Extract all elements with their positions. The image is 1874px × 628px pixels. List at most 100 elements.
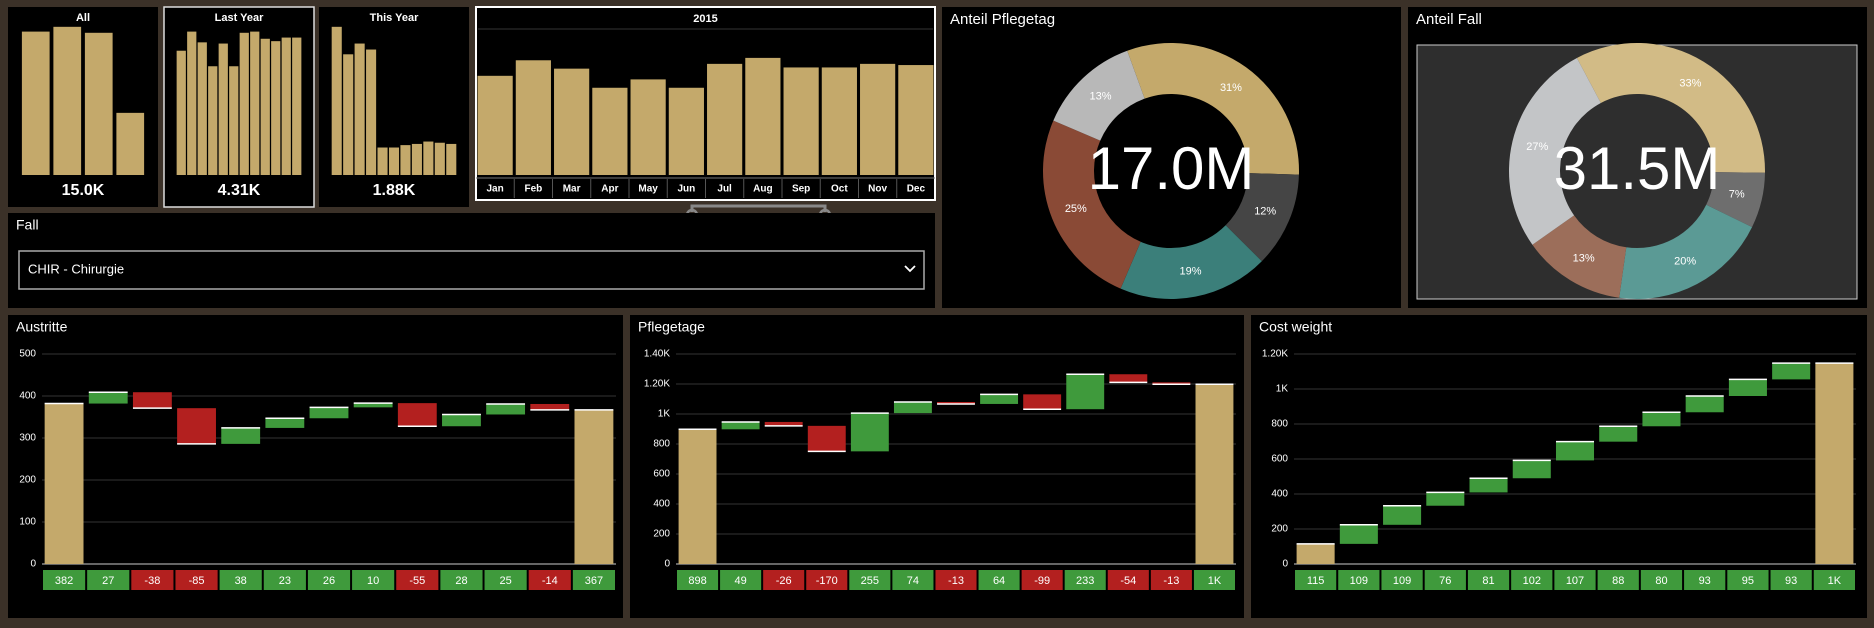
donut-segment[interactable]: [1706, 172, 1765, 228]
bar[interactable]: [177, 408, 216, 444]
bar[interactable]: [1815, 363, 1854, 564]
x-tick-label: Feb: [524, 184, 542, 195]
bar[interactable]: [1339, 524, 1378, 544]
bar[interactable]: [265, 418, 305, 428]
bar[interactable]: [821, 67, 857, 175]
donut-segment[interactable]: [1509, 57, 1601, 245]
chart-title: Austritte: [16, 319, 68, 335]
bar[interactable]: [309, 407, 349, 419]
data-label: 12%: [1254, 205, 1276, 217]
bar: [53, 26, 82, 175]
bar[interactable]: [592, 87, 628, 175]
bar[interactable]: [477, 75, 513, 175]
bar[interactable]: [1023, 394, 1062, 410]
label-box: [352, 570, 395, 590]
data-label: 27%: [1526, 141, 1548, 153]
bar[interactable]: [1469, 478, 1508, 493]
bar[interactable]: [530, 403, 570, 410]
bar[interactable]: [1685, 396, 1724, 413]
bar: [292, 37, 302, 176]
donut-segment[interactable]: [1225, 173, 1299, 262]
bar[interactable]: [1772, 363, 1811, 380]
y-tick-label: 1.40K: [644, 349, 670, 360]
bar[interactable]: [353, 403, 393, 408]
bar[interactable]: [860, 63, 896, 175]
data-label: -13: [1163, 575, 1179, 587]
bar[interactable]: [745, 57, 781, 175]
bar: [423, 141, 434, 175]
label-box: [849, 570, 891, 590]
y-tick-label: 600: [653, 469, 670, 480]
data-label: 80: [1655, 575, 1667, 587]
donut-segment[interactable]: [1619, 204, 1753, 299]
data-label: 64: [993, 575, 1005, 587]
selector-total: 15.0K: [62, 182, 105, 199]
donut-segment[interactable]: [1532, 215, 1627, 298]
data-label: -170: [816, 575, 838, 587]
bar[interactable]: [1296, 543, 1335, 564]
bar[interactable]: [1512, 460, 1551, 479]
label-box: [175, 570, 218, 590]
dropdown[interactable]: [18, 250, 925, 290]
bar[interactable]: [850, 413, 889, 452]
data-label: 74: [907, 575, 919, 587]
bar: [260, 38, 270, 175]
donut-segment[interactable]: [1120, 225, 1262, 299]
bar[interactable]: [678, 429, 717, 564]
donut-segment[interactable]: [1127, 43, 1299, 175]
bar: [400, 145, 411, 175]
x-tick-label: Apr: [601, 184, 618, 195]
bar[interactable]: [783, 67, 819, 175]
bar[interactable]: [1152, 382, 1191, 385]
x-tick-label: Nov: [868, 184, 887, 195]
bar[interactable]: [764, 421, 803, 426]
donut-segment[interactable]: [1043, 120, 1141, 289]
panel: [163, 6, 315, 208]
bar[interactable]: [980, 394, 1019, 404]
donut-segment[interactable]: [1576, 42, 1766, 173]
bar: [331, 26, 342, 175]
bar[interactable]: [1599, 426, 1638, 442]
bar[interactable]: [630, 79, 666, 175]
bar[interactable]: [1066, 374, 1105, 410]
bar[interactable]: [486, 403, 526, 415]
bar[interactable]: [937, 402, 975, 404]
bar[interactable]: [554, 68, 590, 175]
dropdown-value[interactable]: CHIR - Chirurgie: [28, 261, 124, 276]
bar[interactable]: [44, 403, 84, 564]
x-tick-label: Sep: [792, 184, 810, 195]
donut-segment[interactable]: [1053, 50, 1145, 141]
bar[interactable]: [397, 403, 437, 427]
bar[interactable]: [88, 392, 128, 404]
selector-title[interactable]: Last Year: [215, 12, 264, 24]
data-label: 233: [1076, 575, 1094, 587]
bar[interactable]: [1555, 441, 1595, 461]
center-label: 31.5M: [1554, 135, 1721, 202]
bar[interactable]: [1195, 384, 1234, 564]
label-box: [263, 570, 306, 590]
bar[interactable]: [668, 87, 704, 175]
bar[interactable]: [442, 414, 481, 427]
selector-title[interactable]: All: [76, 12, 90, 24]
bar[interactable]: [893, 402, 932, 414]
bar[interactable]: [898, 65, 934, 175]
bar[interactable]: [515, 60, 551, 175]
bar[interactable]: [1728, 379, 1767, 396]
y-tick-label: 300: [19, 433, 36, 444]
bar[interactable]: [707, 63, 743, 175]
data-label: 10: [367, 575, 379, 587]
label-box: [1338, 570, 1380, 590]
label-box: [484, 570, 527, 590]
label-box: [219, 570, 262, 590]
bar[interactable]: [1383, 505, 1422, 525]
bar[interactable]: [1109, 374, 1148, 383]
bar[interactable]: [221, 427, 261, 444]
bar[interactable]: [721, 421, 760, 430]
bar[interactable]: [132, 392, 172, 409]
bar[interactable]: [807, 425, 846, 452]
bar[interactable]: [574, 409, 614, 564]
bar[interactable]: [1642, 412, 1681, 427]
selector-title[interactable]: This Year: [370, 12, 419, 24]
bar[interactable]: [1426, 492, 1465, 506]
y-tick-label: 500: [19, 349, 36, 360]
